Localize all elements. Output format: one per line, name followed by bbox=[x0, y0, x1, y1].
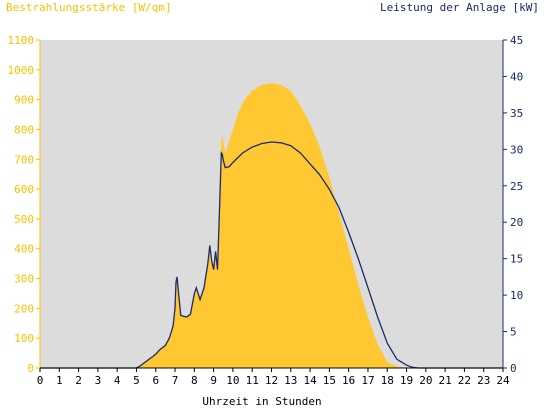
x-tick-label: 0 bbox=[37, 374, 44, 387]
x-tick-label: 6 bbox=[152, 374, 159, 387]
right-tick-label: 20 bbox=[510, 216, 523, 229]
left-axis-title: Bestrahlungsstärke [W/qm] bbox=[6, 1, 172, 14]
x-tick-label: 22 bbox=[458, 374, 471, 387]
left-tick-label: 1100 bbox=[8, 34, 35, 47]
left-tick-label: 800 bbox=[14, 123, 34, 136]
x-tick-label: 15 bbox=[323, 374, 336, 387]
x-tick-label: 10 bbox=[226, 374, 239, 387]
right-tick-label: 45 bbox=[510, 34, 523, 47]
right-tick-label: 35 bbox=[510, 107, 523, 120]
x-tick-label: 17 bbox=[361, 374, 374, 387]
left-tick-label: 500 bbox=[14, 213, 34, 226]
x-tick-label: 8 bbox=[191, 374, 198, 387]
x-tick-label: 19 bbox=[400, 374, 413, 387]
x-tick-label: 21 bbox=[439, 374, 452, 387]
x-tick-label: 9 bbox=[210, 374, 217, 387]
left-tick-label: 700 bbox=[14, 153, 34, 166]
left-tick-label: 0 bbox=[27, 362, 34, 375]
right-tick-label: 30 bbox=[510, 143, 523, 156]
x-tick-label: 16 bbox=[342, 374, 355, 387]
x-tick-label: 20 bbox=[419, 374, 432, 387]
x-tick-label: 11 bbox=[246, 374, 259, 387]
right-tick-label: 25 bbox=[510, 180, 523, 193]
x-tick-label: 23 bbox=[477, 374, 490, 387]
right-tick-label: 15 bbox=[510, 253, 523, 266]
left-tick-label: 200 bbox=[14, 302, 34, 315]
left-tick-label: 1000 bbox=[8, 64, 35, 77]
x-tick-label: 5 bbox=[133, 374, 140, 387]
right-tick-label: 40 bbox=[510, 70, 523, 83]
right-tick-label: 0 bbox=[510, 362, 517, 375]
x-axis-title: Uhrzeit in Stunden bbox=[202, 395, 321, 408]
series-power-line bbox=[40, 141, 503, 369]
left-tick-label: 100 bbox=[14, 332, 34, 345]
x-tick-label: 18 bbox=[381, 374, 394, 387]
x-tick-label: 12 bbox=[265, 374, 278, 387]
x-tick-label: 4 bbox=[114, 374, 121, 387]
x-tick-label: 7 bbox=[172, 374, 179, 387]
right-axis-title: Leistung der Anlage [kW] bbox=[380, 1, 539, 14]
right-tick-label: 5 bbox=[510, 326, 517, 339]
x-tick-label: 2 bbox=[75, 374, 82, 387]
left-tick-label: 400 bbox=[14, 243, 34, 256]
left-tick-label: 600 bbox=[14, 183, 34, 196]
x-tick-label: 3 bbox=[95, 374, 102, 387]
x-tick-label: 14 bbox=[303, 374, 317, 387]
left-tick-label: 300 bbox=[14, 273, 34, 286]
series-irradiance-area bbox=[40, 83, 503, 368]
left-tick-label: 900 bbox=[14, 94, 34, 107]
x-tick-label: 24 bbox=[496, 374, 510, 387]
x-tick-label: 13 bbox=[284, 374, 297, 387]
x-tick-label: 1 bbox=[56, 374, 63, 387]
right-tick-label: 10 bbox=[510, 289, 523, 302]
